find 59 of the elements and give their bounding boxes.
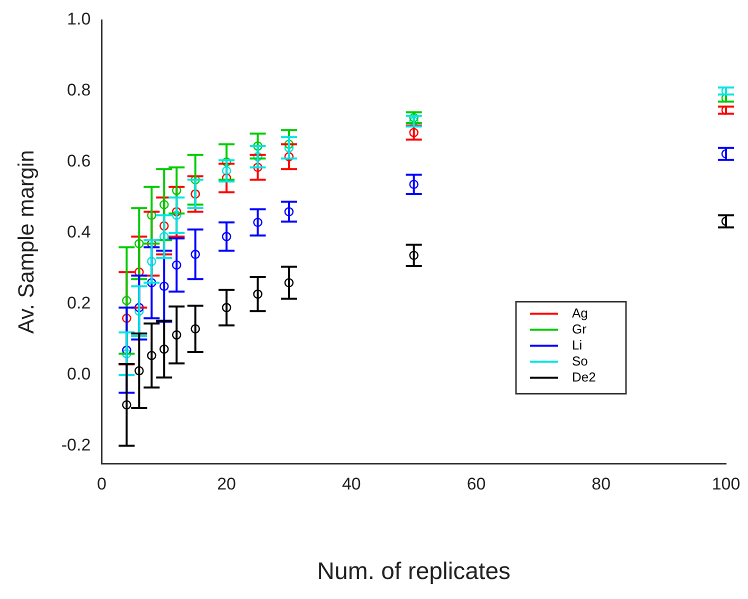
y-tick-label: 1.0 xyxy=(67,10,91,29)
x-tick-label: 100 xyxy=(712,474,740,494)
point xyxy=(172,260,182,270)
point xyxy=(159,282,169,291)
point xyxy=(146,210,156,220)
x-axis-title: Num. of replicates xyxy=(317,558,511,586)
point xyxy=(253,289,262,299)
point xyxy=(284,140,294,149)
point xyxy=(409,250,418,260)
point xyxy=(146,256,156,266)
point xyxy=(253,162,262,172)
point xyxy=(253,141,262,151)
point xyxy=(122,349,132,358)
x-tick-label: 60 xyxy=(466,474,486,494)
legend-label: Gr xyxy=(572,321,588,336)
legend-label: De2 xyxy=(572,369,596,384)
x-tick-label: 20 xyxy=(217,474,236,494)
point xyxy=(134,239,144,248)
x-tick-label: 0 xyxy=(96,474,106,494)
point xyxy=(222,166,232,176)
point xyxy=(253,218,262,228)
point xyxy=(284,278,294,288)
point xyxy=(284,143,294,152)
point xyxy=(172,207,182,216)
point xyxy=(222,232,232,242)
point xyxy=(122,314,132,323)
legend-label: So xyxy=(572,353,588,368)
point xyxy=(222,157,232,167)
point xyxy=(122,296,132,306)
x-tick-label: 40 xyxy=(342,474,361,494)
y-tick-label: 0.6 xyxy=(67,152,91,171)
y-tick-label: -0.2 xyxy=(61,436,91,455)
y-tick-label: 0.0 xyxy=(67,364,91,384)
point xyxy=(172,330,182,340)
point xyxy=(172,210,182,220)
y-tick-label: 0.8 xyxy=(67,80,91,100)
point xyxy=(284,152,294,162)
x-tick-label: 80 xyxy=(592,474,611,494)
point xyxy=(159,344,169,354)
point xyxy=(134,302,144,312)
point xyxy=(134,366,144,376)
point xyxy=(159,232,169,242)
y-axis-title: Av. Sample margin xyxy=(13,150,38,334)
legend-label: Ag xyxy=(572,305,588,320)
point xyxy=(159,200,169,210)
legend-label: Li xyxy=(572,337,582,352)
point xyxy=(190,250,200,259)
point xyxy=(122,400,132,410)
y-tick-label: 0.4 xyxy=(67,222,91,242)
point xyxy=(190,324,200,334)
point xyxy=(134,306,144,316)
point xyxy=(222,302,232,312)
point xyxy=(253,152,262,162)
point xyxy=(172,186,182,196)
point xyxy=(146,350,156,360)
point xyxy=(159,221,169,231)
point xyxy=(146,278,156,288)
point xyxy=(190,175,200,184)
y-tick-label: 0.2 xyxy=(67,294,91,313)
